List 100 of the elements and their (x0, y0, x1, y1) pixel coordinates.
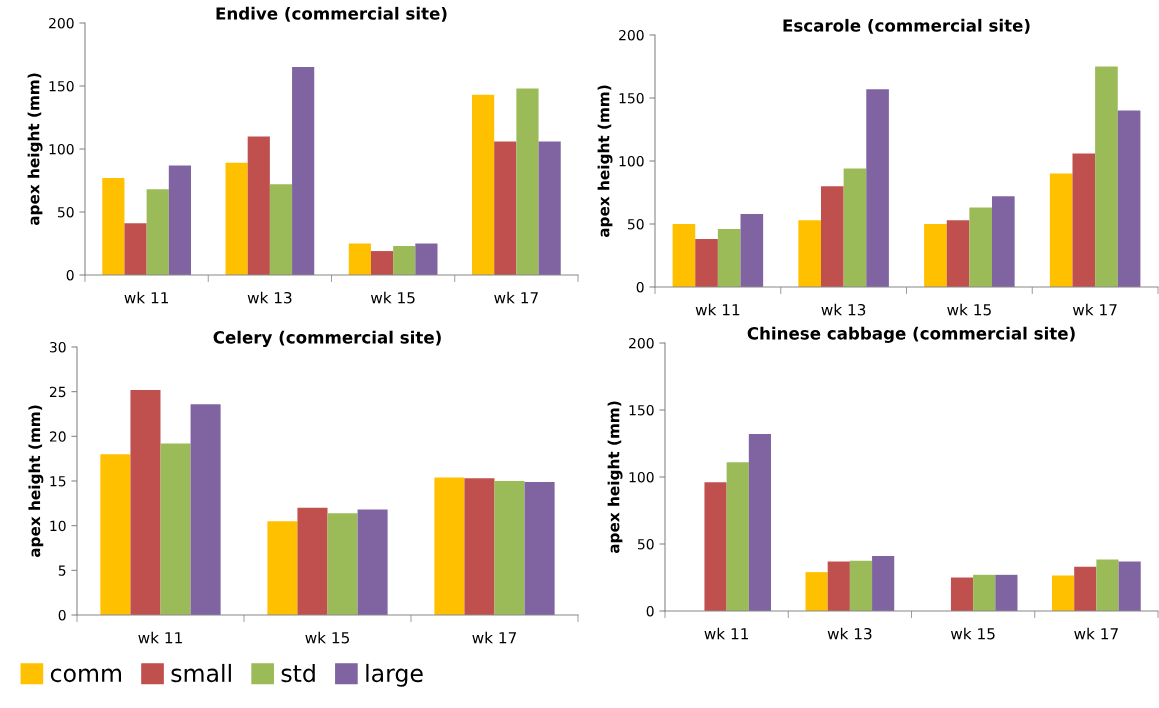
y-tick-label: 200 (619, 29, 644, 41)
y-tick-label: 0 (66, 269, 74, 281)
y-tick-label: 200 (629, 337, 654, 349)
bar (434, 477, 465, 615)
bar (415, 243, 438, 275)
bar (866, 89, 889, 287)
bar (798, 220, 821, 287)
bar (704, 482, 727, 611)
x-tick-label: wk 13 (821, 303, 866, 316)
bar (357, 509, 388, 615)
y-tick-label: 150 (629, 404, 654, 416)
x-tick-label: wk 11 (695, 303, 740, 316)
x-tick-label: wk 15 (370, 291, 415, 304)
bar (1074, 566, 1097, 611)
bar (672, 224, 696, 287)
x-tick-label: wk 11 (138, 631, 182, 644)
bar (1072, 153, 1096, 287)
y-tick-label: 50 (57, 206, 74, 218)
x-tick-label: wk 17 (494, 291, 538, 304)
x-tick-label: wk 17 (1074, 627, 1118, 640)
y-tick-label: 150 (619, 92, 644, 104)
x-tick-label: wk 17 (472, 631, 517, 644)
bar (524, 481, 555, 615)
chart-title: Endive (commercial site) (216, 6, 447, 22)
bar (827, 561, 850, 611)
x-tick-label: wk 13 (827, 627, 872, 640)
bar (472, 94, 495, 275)
y-tick-label: 50 (637, 538, 654, 550)
bar (102, 177, 125, 275)
y-tick-label: 100 (619, 155, 644, 167)
x-tick-label: wk 15 (950, 627, 995, 640)
bar (393, 246, 416, 275)
bar (168, 165, 191, 275)
x-tick-label: wk 11 (124, 291, 169, 304)
bar (370, 251, 394, 275)
bar (225, 162, 248, 275)
bar (494, 481, 525, 615)
y-tick-label: 30 (49, 341, 66, 353)
bar (695, 239, 718, 287)
bar (190, 404, 221, 615)
bar (805, 572, 828, 611)
y-axis-title: apex height (mm) (597, 85, 613, 238)
bar (717, 229, 741, 287)
x-tick-label: wk 11 (704, 627, 749, 640)
bar (160, 443, 191, 615)
bar (1117, 110, 1141, 287)
chart-title: Escarole (commercial site) (783, 18, 1030, 34)
x-tick-label: wk 15 (947, 303, 991, 316)
bar (969, 207, 993, 287)
y-tick-label: 150 (49, 80, 74, 92)
bar (292, 67, 315, 275)
y-tick-label: 25 (49, 386, 66, 398)
y-tick-label: 10 (50, 520, 66, 532)
y-tick-label: 0 (636, 281, 644, 293)
y-tick-label: 50 (627, 218, 644, 230)
bar (1118, 561, 1141, 611)
bar (124, 223, 147, 275)
x-tick-label: wk 15 (305, 631, 349, 644)
y-axis-title: apex height (mm) (27, 73, 43, 226)
bar (348, 243, 371, 275)
x-tick-label: wk 13 (247, 291, 292, 304)
bar (973, 574, 996, 611)
chart-title: Celery (commercial site) (213, 330, 441, 347)
y-tick-label: 100 (49, 143, 74, 155)
bar (1095, 66, 1118, 287)
chart-title: Chinese cabbage (commercial site) (747, 326, 1075, 343)
bar (872, 556, 895, 611)
legend-label: large (366, 663, 423, 687)
bar (464, 478, 495, 615)
bar (267, 521, 298, 615)
y-tick-label: 0 (646, 605, 654, 617)
y-tick-label: 15 (50, 476, 66, 487)
y-tick-label: 0 (58, 609, 66, 621)
legend-label: small (171, 663, 231, 683)
bar (849, 560, 873, 611)
bar (946, 220, 970, 287)
bar (494, 141, 517, 275)
bar (247, 136, 270, 275)
bar (327, 513, 358, 615)
bar (130, 389, 161, 615)
bar (1096, 559, 1119, 611)
bar (950, 577, 974, 611)
bar (740, 213, 764, 287)
y-tick-label: 5 (58, 565, 66, 576)
bar (269, 184, 293, 275)
bar (924, 224, 947, 287)
bar (992, 196, 1015, 287)
y-tick-label: 20 (49, 431, 66, 442)
bar (748, 434, 771, 611)
bar (297, 507, 328, 615)
bar (1049, 173, 1073, 287)
bar (726, 462, 749, 611)
bar (843, 168, 867, 287)
y-axis-title: apex height (mm) (28, 405, 44, 558)
legend-label: std (281, 663, 315, 683)
y-axis-title: apex height (mm) (607, 401, 623, 554)
legend-label: comm (50, 668, 122, 683)
bar (100, 454, 131, 615)
bar (146, 189, 169, 275)
y-tick-label: 200 (49, 17, 74, 29)
